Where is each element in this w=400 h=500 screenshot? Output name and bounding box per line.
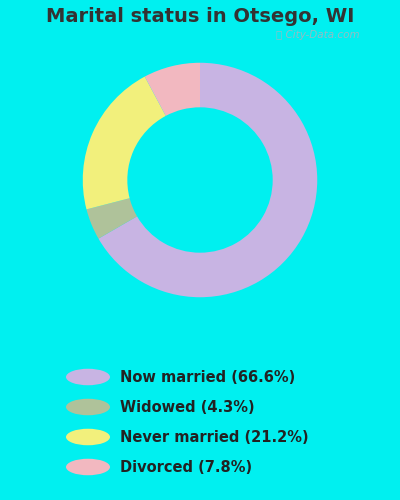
Wedge shape — [83, 76, 166, 210]
Circle shape — [66, 369, 110, 385]
Text: Widowed (4.3%): Widowed (4.3%) — [120, 400, 255, 414]
Circle shape — [66, 459, 110, 475]
Text: Divorced (7.8%): Divorced (7.8%) — [120, 460, 252, 474]
Wedge shape — [98, 63, 317, 297]
Wedge shape — [86, 198, 137, 238]
Text: Now married (66.6%): Now married (66.6%) — [120, 370, 295, 384]
Text: Marital status in Otsego, WI: Marital status in Otsego, WI — [46, 8, 354, 26]
Text: ⓘ City-Data.com: ⓘ City-Data.com — [276, 30, 360, 40]
Text: Never married (21.2%): Never married (21.2%) — [120, 430, 309, 444]
Circle shape — [66, 399, 110, 415]
Wedge shape — [145, 63, 200, 116]
Circle shape — [66, 429, 110, 446]
